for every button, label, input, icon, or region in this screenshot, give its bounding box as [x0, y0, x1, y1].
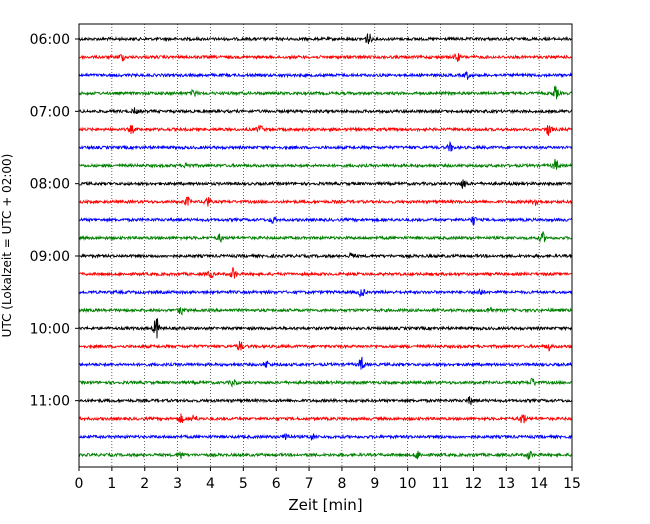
- x-tick-label-11: 11: [432, 476, 450, 492]
- y-tick-label-1000: 10:00: [30, 321, 70, 337]
- y-tick-label-1100: 11:00: [30, 394, 70, 410]
- x-tick-label-2: 2: [140, 476, 149, 492]
- trace-1145: [78, 450, 573, 461]
- trace-1030: [78, 356, 573, 370]
- y-tick-label-0900: 09:00: [30, 249, 70, 265]
- axis-ticks: 0 1 2 3 4 5 6 7 8 9 10 11 12 13 14 1506:0007:0008:0009:…: [30, 32, 581, 492]
- trace-1130: [78, 433, 573, 441]
- trace-0945: [78, 306, 573, 316]
- trace-0845: [78, 231, 573, 243]
- x-tick-label-12: 12: [464, 476, 482, 492]
- x-tick-label-1: 1: [107, 476, 116, 492]
- trace-1015: [78, 340, 573, 352]
- trace-0715: [78, 124, 573, 136]
- trace-0900: [78, 251, 573, 260]
- trace-0930: [78, 288, 573, 298]
- trace-0645: [78, 85, 573, 100]
- y-axis-label: UTC (Lokalzeit = UTC + 02:00): [0, 154, 14, 338]
- x-tick-label-13: 13: [497, 476, 515, 492]
- trace-0730: [78, 140, 573, 152]
- trace-0815: [78, 196, 573, 207]
- x-tick-label-6: 6: [272, 476, 281, 492]
- trace-0700: [78, 107, 573, 115]
- x-tick-label-15: 15: [563, 476, 581, 492]
- x-tick-label-5: 5: [239, 476, 248, 492]
- x-tick-label-0: 0: [75, 476, 84, 492]
- trace-0830: [78, 216, 573, 225]
- trace-1115: [78, 413, 573, 424]
- trace-1100: [78, 396, 573, 406]
- y-tick-label-0600: 06:00: [30, 32, 70, 48]
- x-axis-label: Zeit [min]: [288, 496, 362, 514]
- x-tick-label-4: 4: [206, 476, 215, 492]
- x-tick-label-10: 10: [399, 476, 417, 492]
- trace-1000: [78, 318, 573, 339]
- x-tick-label-9: 9: [370, 476, 379, 492]
- trace-0600: [78, 33, 573, 45]
- trace-0615: [78, 53, 573, 63]
- grid-lines: [111, 24, 540, 467]
- trace-0915: [78, 266, 573, 279]
- trace-0800: [78, 179, 573, 190]
- trace-0630: [78, 71, 573, 80]
- y-tick-label-0700: 07:00: [30, 104, 70, 120]
- trace-0745: [78, 158, 573, 170]
- x-tick-label-14: 14: [530, 476, 548, 492]
- trace-1045: [78, 377, 573, 388]
- trace-lines: [78, 33, 573, 461]
- x-tick-label-8: 8: [337, 476, 346, 492]
- plot-frame: [78, 23, 573, 468]
- x-tick-label-3: 3: [173, 476, 182, 492]
- x-tick-label-7: 7: [305, 476, 314, 492]
- y-tick-label-0800: 08:00: [30, 177, 70, 193]
